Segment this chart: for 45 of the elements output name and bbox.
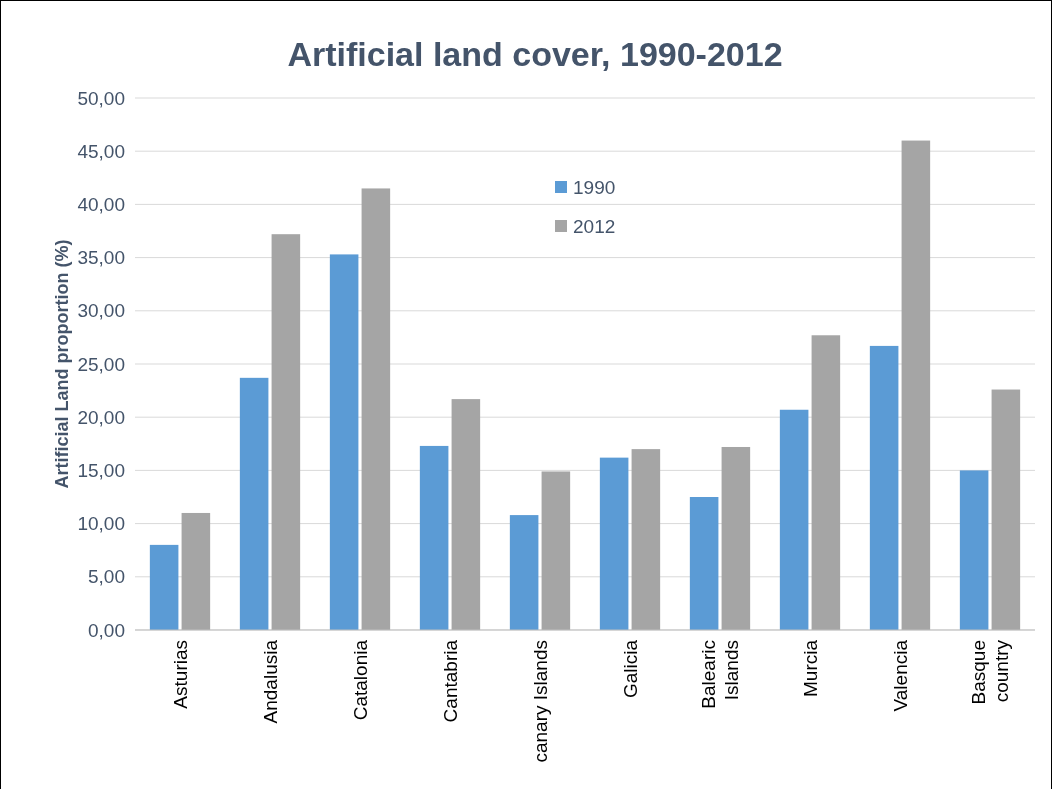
x-tick-label: Andalusia bbox=[259, 639, 281, 724]
chart-title: Artificial land cover, 1990-2012 bbox=[287, 35, 783, 73]
x-tick-label: Asturias bbox=[169, 640, 191, 709]
y-tick-label: 0,00 bbox=[88, 619, 125, 641]
bar bbox=[181, 512, 211, 630]
y-tick-label: 50,00 bbox=[77, 87, 125, 109]
bar bbox=[959, 470, 989, 630]
y-tick-label: 20,00 bbox=[77, 406, 125, 428]
bar bbox=[631, 449, 661, 630]
bar bbox=[901, 140, 931, 630]
bar bbox=[239, 377, 269, 630]
x-tick-label: Catalonia bbox=[349, 639, 371, 721]
x-tick-label: Valencia bbox=[889, 639, 911, 712]
bar bbox=[509, 515, 539, 630]
bar bbox=[599, 457, 629, 630]
bar bbox=[419, 445, 449, 630]
y-tick-label: 45,00 bbox=[77, 140, 125, 162]
y-axis-title: Artificial Land proportion (%) bbox=[52, 239, 72, 489]
legend-label: 2012 bbox=[573, 215, 616, 237]
bar bbox=[541, 471, 571, 630]
y-tick-label: 10,00 bbox=[77, 513, 125, 535]
bar bbox=[689, 497, 719, 630]
bar bbox=[721, 446, 751, 630]
x-tick-label: Balearic Islands bbox=[698, 640, 743, 709]
bar bbox=[451, 399, 481, 630]
x-tick-label: canary Islands bbox=[529, 640, 551, 763]
y-tick-label: 30,00 bbox=[77, 300, 125, 322]
x-tick-label: Basque country bbox=[968, 639, 1013, 705]
bar bbox=[361, 188, 391, 630]
x-tick-label: Murcia bbox=[799, 639, 821, 698]
y-tick-label: 35,00 bbox=[77, 247, 125, 269]
y-tick-label: 5,00 bbox=[88, 566, 125, 588]
x-tick-label: Galicia bbox=[619, 639, 641, 699]
bar bbox=[991, 389, 1021, 630]
y-tick-label: 15,00 bbox=[77, 460, 125, 482]
bar bbox=[149, 544, 179, 630]
bar bbox=[329, 254, 359, 630]
bar bbox=[869, 345, 899, 630]
y-tick-label: 40,00 bbox=[77, 194, 125, 216]
x-tick-label: Cantabria bbox=[439, 639, 461, 723]
bar bbox=[271, 234, 301, 630]
bar bbox=[779, 409, 809, 630]
legend-label: 1990 bbox=[573, 176, 616, 198]
bar bbox=[811, 335, 841, 630]
y-tick-label: 25,00 bbox=[77, 353, 125, 375]
